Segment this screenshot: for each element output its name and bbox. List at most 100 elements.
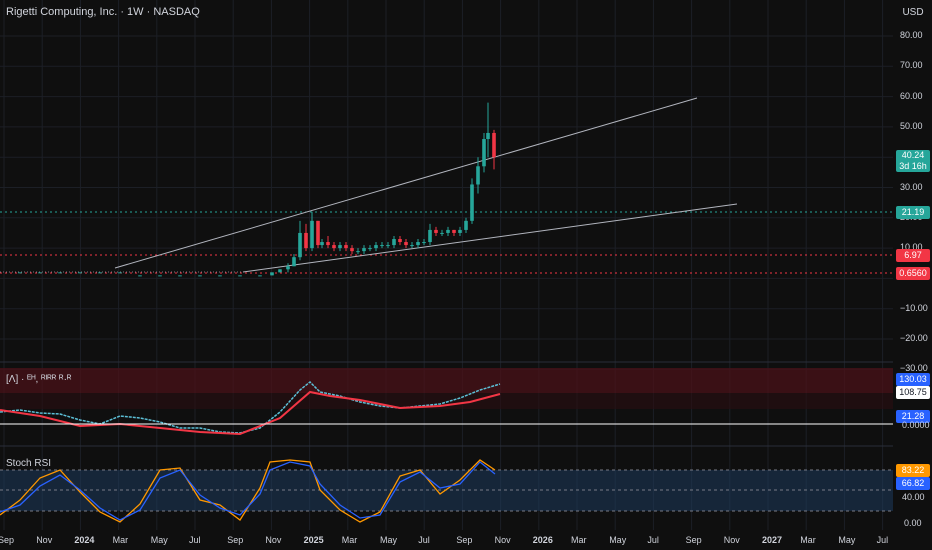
stoch-d-line (0, 461, 496, 521)
price-axis-label: 60.00 (900, 90, 923, 101)
candle-body (486, 132, 490, 140)
candle-body (78, 272, 82, 274)
stoch-axis-0: 0.00 (904, 518, 922, 528)
trendline-lower[interactable] (242, 203, 738, 273)
price-axis-label: 50.00 (900, 120, 923, 131)
time-axis-label: Nov (265, 535, 282, 545)
time-axis-label: May (609, 535, 627, 545)
level-tag-21: 21.19 (896, 206, 930, 219)
indicator1-pane-bg-low (0, 393, 893, 409)
candle-body (218, 275, 222, 277)
candle-body (310, 220, 314, 249)
candle-body (398, 239, 402, 243)
current-price-tag: 40.24 3d 16h (896, 150, 930, 172)
time-axis-label: Mar (341, 535, 358, 545)
time-axis-label: Mar (800, 535, 816, 545)
candle-body (458, 229, 462, 233)
indicator1-label[interactable]: [Λ] · ᴱᴴ, ᴿᴵᴿᴿ ᴿ·ᴿ (6, 374, 72, 385)
candle-body (286, 266, 290, 270)
time-axis-label: Jul (647, 535, 659, 545)
candle-body (428, 229, 432, 243)
trendline-upper[interactable] (114, 97, 698, 269)
candle-body (464, 220, 468, 230)
candle-body (326, 242, 330, 246)
candle-body (98, 272, 102, 274)
time-axis-label: Mar (112, 535, 129, 545)
time-axis-label: 2024 (74, 535, 95, 545)
time-axis-label: Sep (227, 535, 244, 545)
candle-body (198, 275, 202, 277)
candle-body (278, 269, 282, 273)
stoch-axis-40: 40.00 (902, 492, 925, 502)
candle-body (270, 272, 274, 276)
stoch-tag-d: 66.82 (896, 477, 930, 490)
candle-body (298, 232, 302, 258)
level-tag-6-97: 6.97 (896, 249, 930, 262)
candle-body (368, 248, 372, 250)
candle-body (482, 139, 486, 167)
time-axis-label: May (150, 535, 168, 545)
bar-countdown: 3d 16h (899, 161, 927, 171)
time-axis-label: 2027 (762, 535, 783, 545)
candle-body (350, 248, 354, 252)
candle-body (58, 272, 62, 274)
grid-lines (0, 0, 893, 530)
candle-body (178, 275, 182, 277)
time-axis-label: May (838, 535, 856, 545)
indicator1-tag-1: 130.03 (896, 373, 930, 386)
candle-body (422, 242, 426, 244)
time-axis-label: Sep (0, 535, 15, 545)
candle-body (410, 245, 414, 247)
indicator1-tag-2: 108.75 (896, 386, 930, 399)
candle-body (470, 184, 474, 221)
candle-body (380, 245, 384, 247)
candle-body (338, 245, 342, 249)
candle-body (158, 275, 162, 277)
price-axis-label: 70.00 (900, 60, 923, 71)
candle-body (292, 257, 296, 267)
time-axis-label: Nov (494, 535, 511, 545)
candle-body (434, 229, 438, 233)
candle-body (344, 245, 348, 249)
stoch-rsi-label[interactable]: Stoch RSI (6, 458, 52, 469)
candle-body (440, 232, 444, 234)
candle-body (138, 275, 142, 277)
candle-body (118, 272, 122, 274)
candle-body (238, 275, 242, 277)
stoch-k-line (0, 459, 496, 523)
indicator1-pane-bg (0, 368, 893, 393)
price-axis-label: −10.00 (900, 302, 928, 313)
price-axis-label: 10.00 (900, 242, 923, 253)
price-axis-label: 80.00 (900, 30, 923, 40)
time-axis-label: Jul (876, 535, 889, 545)
candle-body (316, 220, 320, 246)
candle-body (452, 229, 456, 233)
time-axis-label: Jul (418, 535, 430, 545)
candle-body (476, 166, 480, 185)
currency-button[interactable]: USD (902, 6, 924, 18)
level-tag-0-65: 0.6560 (896, 267, 930, 280)
indicator1-tag-3: 21.28 (896, 410, 930, 423)
time-axis-label: Mar (571, 535, 587, 545)
candle-body (392, 239, 396, 246)
candle-body (374, 245, 378, 249)
price-axis-label: −30.00 (900, 363, 928, 374)
price-axis-label: −20.00 (900, 333, 928, 343)
time-axis-label: Nov (36, 535, 53, 545)
candle-body (320, 242, 324, 246)
candle-body (386, 245, 390, 247)
time-axis-label: Nov (723, 535, 740, 545)
symbol-title[interactable]: Rigetti Computing, Inc. · 1W · NASDAQ (6, 6, 200, 18)
time-axis-label: May (380, 535, 398, 545)
candle-body (416, 242, 420, 246)
candle-body (304, 232, 308, 249)
stoch-tag-k: 83.22 (896, 464, 930, 477)
candle-series (18, 102, 496, 277)
candle-body (332, 245, 336, 249)
current-price-value: 40.24 (901, 150, 925, 160)
time-axis-label: 2025 (303, 535, 324, 545)
candle-body (258, 275, 262, 277)
time-axis-label: Sep (456, 535, 473, 545)
candle-body (356, 251, 360, 253)
